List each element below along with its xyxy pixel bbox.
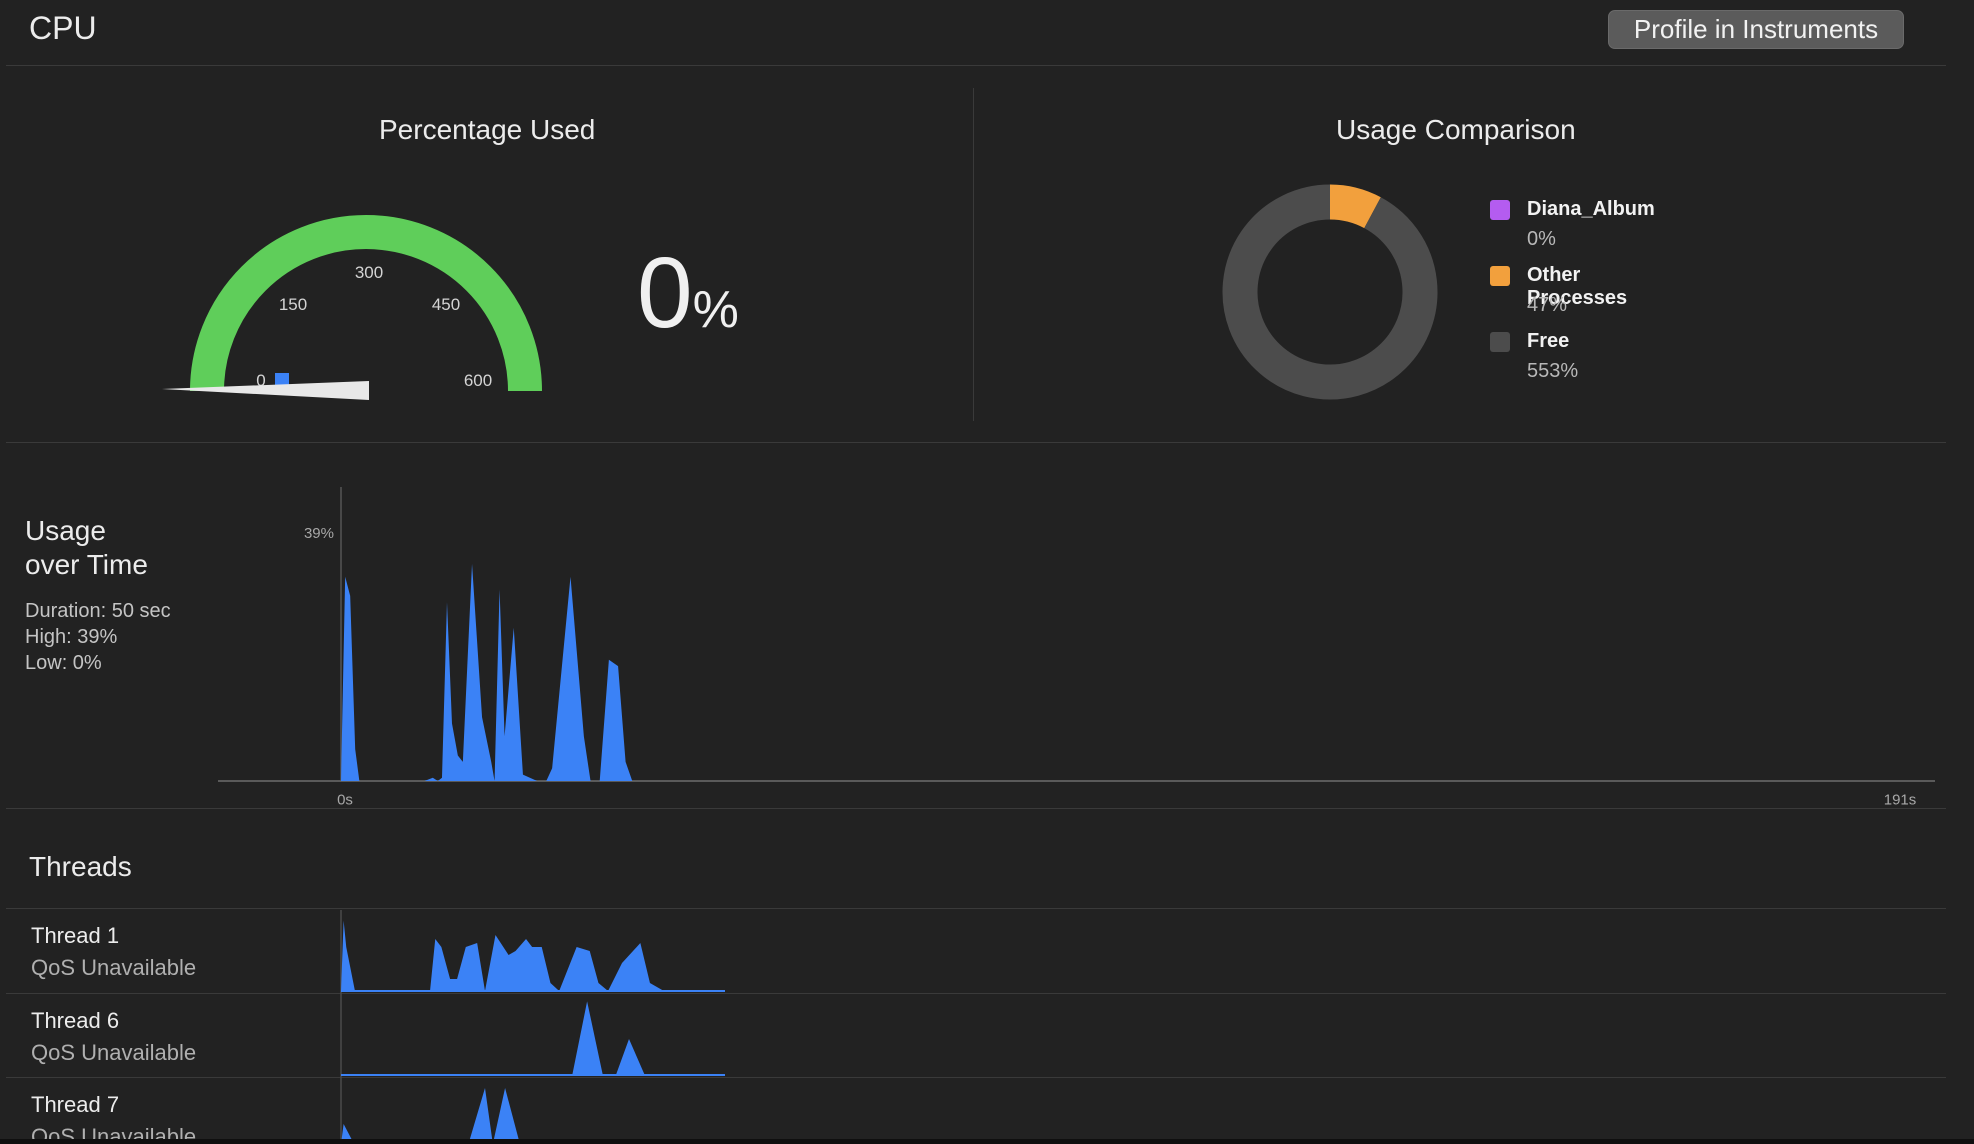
low-text: Low: 0% (25, 652, 102, 674)
legend-name: Diana_Album (1527, 198, 1655, 220)
usage-over-time-title: Usage over Time (25, 514, 148, 582)
thread-qos: QoS Unavailable (31, 955, 197, 980)
section-divider (973, 88, 974, 421)
x-tick-start: 0s (337, 791, 353, 808)
thread-name: Thread 6 (31, 1008, 120, 1033)
profile-in-instruments-button[interactable]: Profile in Instruments (1608, 10, 1904, 49)
donut-slice-other-processes (1329, 184, 1381, 229)
threads-title: Threads (29, 851, 132, 882)
legend-value: 553% (1527, 360, 1579, 382)
usage-over-time-stats: Duration: 50 sec High: 39% Low: 0% (25, 598, 171, 676)
gauge-arc (190, 215, 542, 392)
legend-swatch (1490, 200, 1510, 220)
top-section-divider (6, 442, 1946, 443)
duration-text: Duration: 50 sec (25, 600, 171, 622)
usage-over-time-chart: 39% 0s 191s (218, 487, 1935, 808)
thread-name: Thread 1 (31, 923, 120, 948)
bottom-edge (0, 1139, 1974, 1144)
usage-area-series (341, 563, 1935, 781)
gauge-tick-300: 300 (355, 263, 383, 282)
percentage-value: 0% (637, 236, 739, 351)
thread-activity-area (341, 920, 725, 991)
legend-value: 0% (1527, 228, 1556, 250)
gauge-tick-450: 450 (432, 295, 460, 314)
thread-activity-area (341, 1088, 725, 1144)
thread-charts (340, 910, 725, 1144)
percentage-used-title: Percentage Used (379, 114, 596, 145)
legend-swatch (1490, 266, 1510, 286)
legend-name: Other Processes (1527, 264, 1628, 309)
gauge-tick-0: 0 (256, 371, 265, 390)
percentage-number: 0 (637, 237, 693, 349)
cpu-gauge: 0 150 300 450 600 (162, 215, 542, 400)
usage-comparison-title: Usage Comparison (1336, 114, 1576, 145)
gauge-current-marker (275, 373, 289, 385)
thread-row[interactable]: Thread 6 QoS Unavailable (0, 994, 1946, 1077)
thread-qos: QoS Unavailable (31, 1040, 197, 1065)
legend-value: 47% (1527, 294, 1568, 316)
usage-over-time-title-line1: Usage (25, 515, 106, 546)
legend-swatch (1490, 332, 1510, 352)
usage-over-time-title-line2: over Time (25, 549, 148, 580)
threads-header-divider (6, 908, 1946, 909)
x-tick-end: 191s (1884, 791, 1917, 808)
gauge-tick-150: 150 (279, 295, 307, 314)
donut-slice-free (1222, 184, 1438, 400)
thread-divider (6, 1077, 1946, 1078)
y-tick-max: 39% (304, 525, 334, 542)
gauge-needle (162, 381, 369, 400)
usage-comparison-donut (1222, 184, 1438, 400)
thread-name: Thread 7 (31, 1092, 120, 1117)
usage-divider (6, 808, 1946, 809)
page-title: CPU (29, 10, 97, 46)
thread-activity-area (341, 1001, 725, 1075)
legend-name: Free (1527, 330, 1570, 352)
gauge-tick-600: 600 (464, 371, 492, 390)
thread-divider (6, 993, 1946, 994)
header-divider (6, 65, 1946, 66)
percentage-unit: % (692, 281, 739, 339)
thread-row[interactable]: Thread 1 QoS Unavailable (0, 909, 1946, 993)
high-text: High: 39% (25, 626, 118, 648)
